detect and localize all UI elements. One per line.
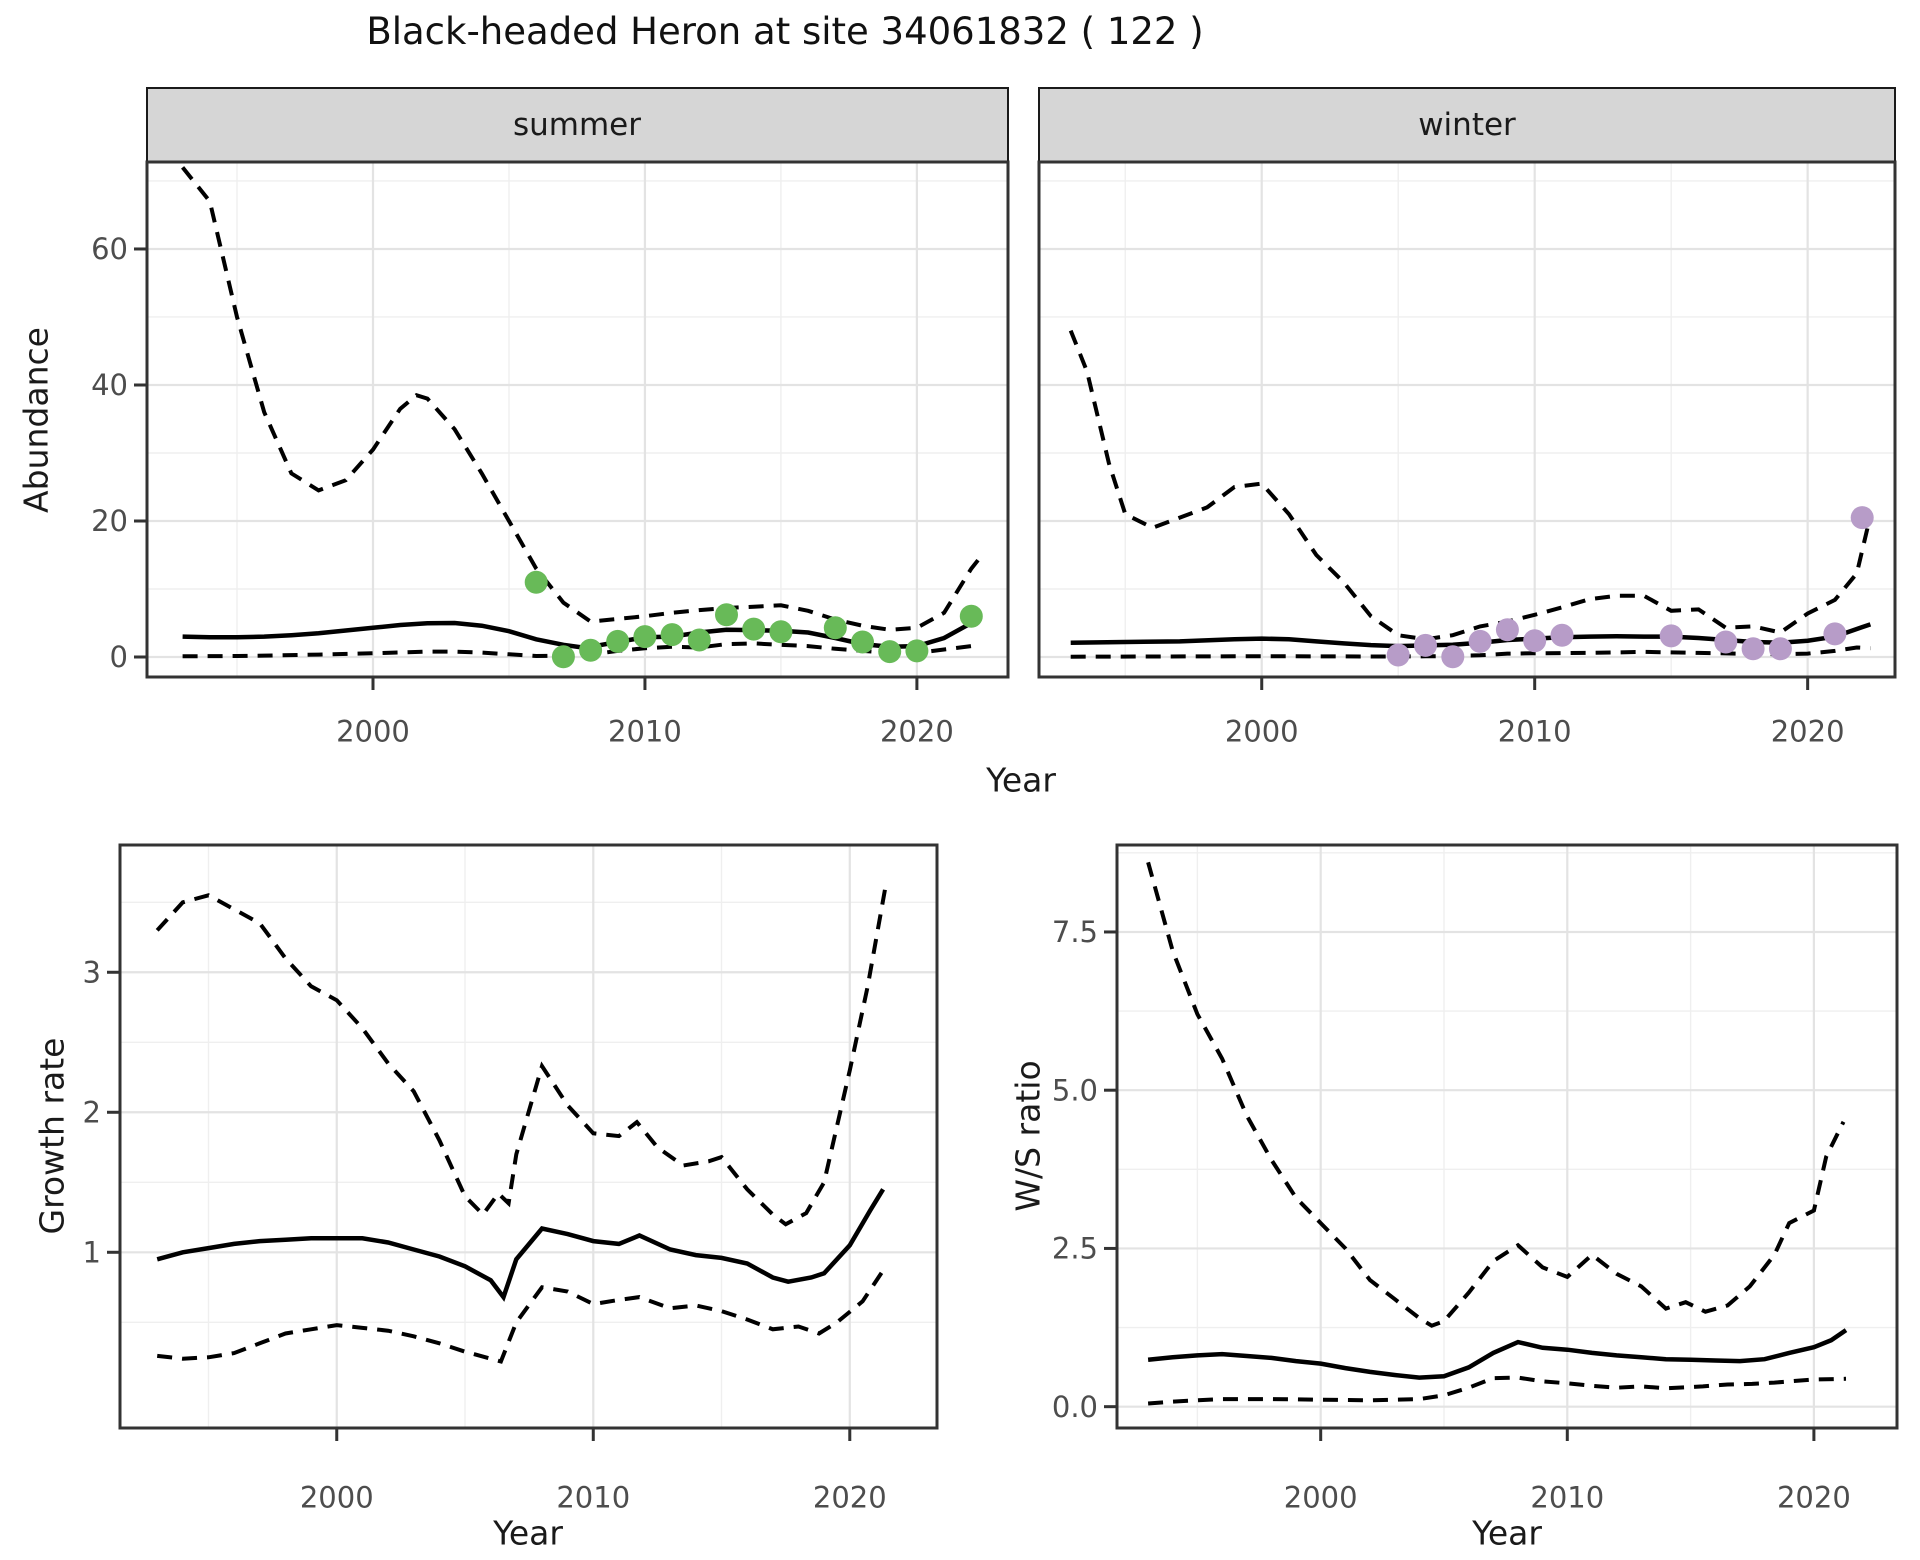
abundance_winter-observation-point [1823,622,1847,646]
y-tick-label: 2.5 [1052,1232,1098,1266]
facet-strip-label-winter: winter [1418,107,1516,143]
abundance_summer-observation-point [687,628,711,652]
abundance_summer-observation-point [633,625,657,649]
abundance_winter-observation-point [1468,629,1492,653]
y-tick-label: 2 [83,1095,101,1129]
x-tick-label: 2010 [1530,1480,1604,1514]
abundance_summer-observation-point [715,603,738,627]
abundance_winter-observation-point [1768,637,1792,661]
abundance_summer-observation-point [878,640,902,664]
ws_ratio-lower_ci-line [1147,1375,1847,1406]
abundance_summer-observation-point [823,616,847,640]
y-axis-title-ws-ratio: W/S ratio [1008,1060,1048,1212]
y-tick-label: 40 [91,368,128,402]
abundance_summer-observation-point [579,638,603,662]
abundance_winter-panel-background [1039,162,1895,677]
ws_ratio-panel-background [1117,845,1897,1428]
abundance_summer-observation-point [524,570,548,594]
x-tick-label: 2000 [336,714,410,748]
abundance_summer-panel-background [147,162,1008,677]
y-tick-label: 7.5 [1052,915,1098,949]
abundance_summer-observation-point [851,630,874,654]
x-tick-label: 2000 [1225,714,1299,748]
x-tick-label: 2000 [1284,1480,1358,1514]
abundance_summer-upper_ci-line [181,166,981,632]
abundance_winter-upper_ci-line [1068,329,1873,642]
abundance_winter-observation-point [1550,623,1574,647]
x-tick-label: 2020 [880,714,954,748]
abundance_summer-observation-point [905,639,929,663]
x-axis-title-growth-rate: Year [493,1513,563,1553]
ws_ratio-panel-border [1115,843,1899,1430]
abundance_summer-observation-point [551,645,575,669]
ws_ratio-mean-line [1147,1328,1848,1380]
growth_rate-mean-line [156,1188,886,1302]
x-tick-label: 2010 [608,714,682,748]
y-tick-label: 0 [110,640,128,674]
abundance_winter-observation-point [1386,643,1410,667]
abundance_winter-panel-border [1037,160,1897,679]
abundance_summer-observation-point [606,629,630,653]
y-tick-label: 5.0 [1052,1073,1098,1107]
x-tick-label: 2010 [1498,714,1572,748]
abundance_winter-observation-point [1523,629,1547,653]
plot-title: Black-headed Heron at site 34061832 ( 12… [366,10,1204,53]
abundance_summer-observation-point [660,623,684,647]
growth_rate-panel-background [120,845,937,1428]
x-tick-label: 2020 [1777,1480,1851,1514]
y-axis-title-growth-rate: Growth rate [32,1037,72,1235]
y-tick-label: 0.0 [1052,1390,1098,1424]
ws_ratio-upper_ci-line [1146,861,1846,1328]
y-tick-label: 20 [91,504,128,538]
abundance_winter-observation-point [1495,618,1519,642]
x-axis-title-ws-ratio: Year [1472,1513,1542,1553]
y-tick-label: 1 [83,1235,101,1269]
x-tick-label: 2010 [556,1480,630,1514]
growth_rate-upper_ci-line [155,885,888,1227]
abundance_winter-lower_ci-line [1070,645,1871,659]
abundance_winter-observation-point [1414,633,1437,657]
abundance_winter-observation-point [1659,624,1683,648]
abundance_summer-observation-point [769,620,793,644]
abundance_summer-observation-point [742,617,766,641]
x-tick-label: 2020 [1771,714,1845,748]
abundance_winter-mean-line [1070,622,1872,649]
growth_rate-lower_ci-line [156,1269,885,1364]
abundance_summer-observation-point [959,604,983,628]
y-tick-label: 60 [91,232,128,266]
abundance_summer-panel-border [145,160,1010,679]
x-tick-label: 2000 [300,1480,374,1514]
x-tick-label: 2020 [813,1480,887,1514]
x-axis-title-top: Year [986,760,1056,800]
abundance_summer-lower_ci-line [182,641,980,659]
y-tick-label: 3 [83,955,101,989]
abundance_winter-observation-point [1741,637,1765,661]
facet-strip-label-summer: summer [512,107,642,143]
abundance_winter-observation-point [1850,506,1874,530]
abundance_winter-facet-strip [1038,87,1896,163]
growth_rate-panel-border [118,843,939,1430]
y-axis-title-abundance: Abundance [16,327,56,513]
abundance_winter-observation-point [1714,630,1738,654]
abundance_winter-observation-point [1441,645,1465,669]
